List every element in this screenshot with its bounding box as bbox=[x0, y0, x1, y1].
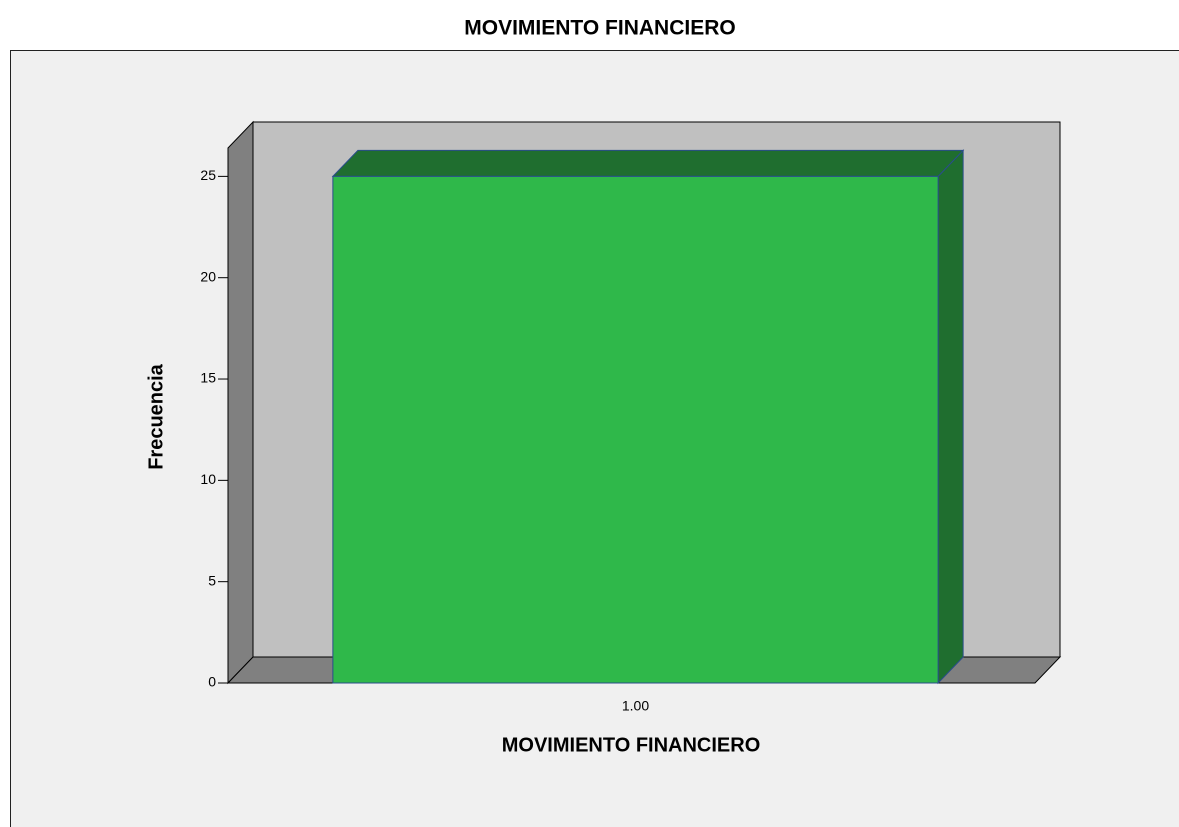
y-tick-label: 5 bbox=[208, 572, 216, 588]
bar-side bbox=[937, 149, 964, 685]
y-tick-label: 0 bbox=[208, 674, 216, 690]
chart-title: MOVIMIENTO FINANCIERO bbox=[464, 17, 735, 40]
y-axis-title: Frecuencia bbox=[145, 363, 167, 469]
x-axis-title: MOVIMIENTO FINANCIERO bbox=[502, 734, 761, 756]
bar-top bbox=[331, 149, 965, 177]
y-tick-label: 15 bbox=[200, 370, 216, 386]
y-tick-label: 20 bbox=[200, 268, 216, 284]
side-wall bbox=[227, 120, 254, 685]
y-tick-label: 10 bbox=[200, 471, 216, 487]
bar bbox=[332, 175, 939, 684]
y-tick-label: 25 bbox=[200, 167, 216, 183]
x-tick-label: 1.00 bbox=[622, 698, 649, 714]
